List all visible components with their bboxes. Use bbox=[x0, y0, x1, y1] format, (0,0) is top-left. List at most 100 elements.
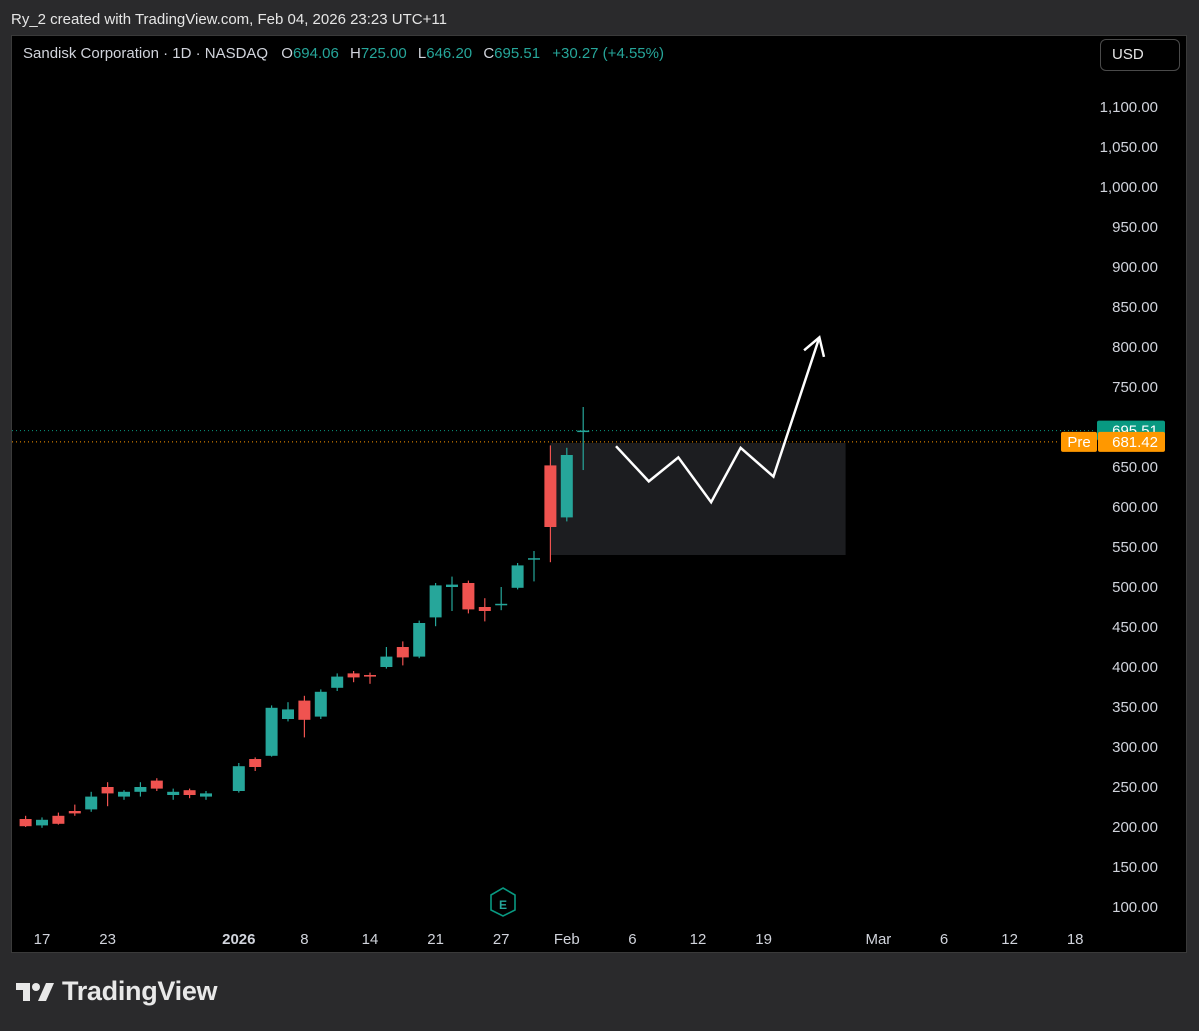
candle bbox=[314, 689, 327, 719]
legend-title: Sandisk Corporation · 1D · NASDAQ bbox=[23, 45, 269, 62]
candle bbox=[396, 641, 409, 666]
candle bbox=[413, 620, 426, 659]
tradingview-logo-text: TradingView bbox=[62, 976, 218, 1006]
candle bbox=[511, 563, 524, 590]
candle-body bbox=[396, 647, 409, 658]
candle bbox=[232, 763, 245, 793]
y-tick-label: 500.00 bbox=[1112, 579, 1158, 596]
candle-body bbox=[249, 759, 262, 767]
candle bbox=[298, 695, 311, 738]
y-tick-label: 400.00 bbox=[1112, 659, 1158, 676]
projection-path bbox=[615, 337, 821, 505]
candle-body bbox=[167, 791, 180, 795]
earnings-marker[interactable]: E bbox=[490, 887, 516, 917]
candle-body bbox=[347, 673, 360, 678]
candle-body bbox=[511, 565, 524, 588]
candle bbox=[347, 671, 360, 683]
x-tick-label: 12 bbox=[690, 931, 707, 948]
candle-body bbox=[134, 787, 147, 792]
candle bbox=[200, 791, 212, 800]
candle-body bbox=[577, 430, 590, 433]
x-tick-label: 27 bbox=[493, 931, 510, 948]
candle-body bbox=[200, 793, 212, 797]
earnings-marker-label: E bbox=[499, 898, 507, 912]
candle-body bbox=[265, 707, 278, 756]
y-tick-label: 350.00 bbox=[1112, 699, 1158, 716]
candle bbox=[265, 705, 278, 757]
candle-body bbox=[314, 691, 327, 717]
candle-body bbox=[150, 780, 163, 789]
candle-body bbox=[118, 791, 130, 797]
candle-body bbox=[429, 585, 442, 618]
candle bbox=[68, 804, 81, 816]
y-tick-label: 1,100.00 bbox=[1100, 99, 1158, 116]
candle-body bbox=[478, 607, 491, 611]
x-tick-label: 2026 bbox=[222, 931, 255, 948]
candle bbox=[19, 815, 32, 827]
y-tick-label: 100.00 bbox=[1112, 899, 1158, 916]
pre-market-badge bbox=[1061, 431, 1097, 452]
candle-body bbox=[232, 766, 245, 791]
candle bbox=[577, 407, 590, 471]
x-tick-label: 6 bbox=[628, 931, 636, 948]
x-tick-label: 8 bbox=[300, 931, 308, 948]
candle-body bbox=[19, 819, 32, 827]
candle bbox=[282, 702, 294, 722]
x-tick-label: 18 bbox=[1067, 931, 1084, 948]
pre-market-price-tag bbox=[1098, 431, 1165, 452]
candle-body bbox=[68, 811, 81, 814]
y-tick-label: 550.00 bbox=[1112, 539, 1158, 556]
y-tick-label: 600.00 bbox=[1112, 499, 1158, 516]
candle bbox=[85, 791, 98, 812]
y-tick-label: 150.00 bbox=[1112, 859, 1158, 876]
candle bbox=[118, 790, 130, 800]
pre-market-badge-label: Pre bbox=[1067, 434, 1090, 451]
y-tick-label: 850.00 bbox=[1112, 299, 1158, 316]
x-tick-label: Feb bbox=[554, 931, 580, 948]
candle bbox=[429, 583, 442, 627]
candle-body bbox=[544, 465, 557, 527]
y-tick-label: 1,000.00 bbox=[1100, 179, 1158, 196]
chart-legend: Sandisk Corporation · 1D · NASDAQ O694.0… bbox=[23, 45, 664, 62]
y-tick-label: 750.00 bbox=[1112, 379, 1158, 396]
candle bbox=[36, 817, 48, 828]
candle bbox=[364, 672, 376, 684]
y-tick-label: 650.00 bbox=[1112, 459, 1158, 476]
x-tick-label: 6 bbox=[940, 931, 948, 948]
legend-change: +30.27 (+4.55%) bbox=[552, 45, 664, 62]
y-tick-label: 900.00 bbox=[1112, 259, 1158, 276]
candle-body bbox=[282, 709, 294, 719]
x-tick-label: 17 bbox=[34, 931, 51, 948]
candle-body bbox=[183, 790, 196, 795]
candle-body bbox=[298, 700, 311, 720]
candle bbox=[150, 778, 163, 791]
y-tick-label: 200.00 bbox=[1112, 819, 1158, 836]
candle bbox=[101, 782, 114, 807]
y-tick-label: 450.00 bbox=[1112, 619, 1158, 636]
legend-close: C695.51 bbox=[483, 45, 541, 62]
candle bbox=[183, 788, 196, 799]
candle-body bbox=[462, 583, 475, 610]
candle-body bbox=[364, 675, 376, 677]
y-tick-label: 300.00 bbox=[1112, 739, 1158, 756]
candle bbox=[134, 782, 147, 797]
currency-button[interactable]: USD bbox=[1100, 39, 1180, 71]
y-tick-label: 1,050.00 bbox=[1100, 139, 1158, 156]
candle bbox=[478, 598, 491, 622]
candle-body bbox=[495, 603, 508, 606]
candle bbox=[528, 551, 540, 582]
legend-low: L646.20 bbox=[417, 45, 473, 62]
y-tick-label: 250.00 bbox=[1112, 779, 1158, 796]
candle-body bbox=[528, 558, 540, 560]
projection-arrowhead bbox=[803, 335, 826, 358]
candle bbox=[495, 587, 508, 611]
tradingview-logo[interactable]: TradingView bbox=[16, 976, 218, 1007]
pre-market-price-tag-label: 681.42 bbox=[1112, 434, 1158, 451]
candle bbox=[249, 757, 262, 771]
y-tick-label: 800.00 bbox=[1112, 339, 1158, 356]
x-tick-label: 19 bbox=[755, 931, 772, 948]
legend-high: H725.00 bbox=[350, 45, 407, 62]
tradingview-logo-icon bbox=[16, 982, 54, 1001]
candle bbox=[380, 647, 393, 669]
